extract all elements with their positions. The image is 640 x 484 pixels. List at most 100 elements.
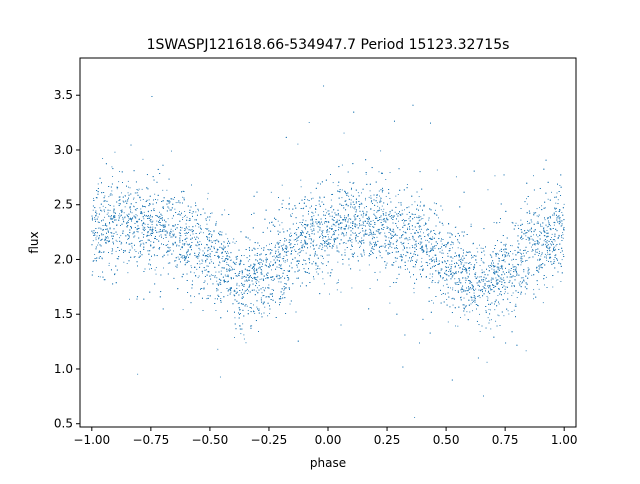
data-point	[379, 271, 381, 273]
data-point	[357, 192, 359, 194]
data-point	[220, 298, 222, 299]
data-point	[171, 150, 172, 152]
data-point	[168, 240, 170, 242]
data-point	[503, 293, 505, 295]
data-point	[94, 217, 96, 219]
data-point	[167, 244, 169, 246]
data-point	[196, 268, 198, 270]
data-point	[547, 235, 549, 237]
data-point	[421, 261, 423, 263]
data-point	[175, 202, 177, 204]
data-point	[403, 224, 405, 226]
data-point	[119, 171, 121, 172]
data-point	[393, 229, 395, 231]
data-point	[124, 194, 126, 196]
data-point	[270, 191, 272, 193]
data-point	[552, 239, 554, 241]
data-point	[127, 180, 129, 182]
data-point	[528, 273, 529, 275]
data-point	[331, 218, 333, 220]
data-point	[95, 237, 97, 239]
data-point	[345, 234, 347, 236]
data-point	[210, 274, 212, 276]
data-point	[391, 246, 393, 248]
data-point	[195, 225, 197, 227]
data-point	[388, 214, 389, 216]
data-point	[351, 287, 353, 289]
data-point	[359, 220, 361, 222]
data-point	[173, 233, 175, 235]
data-point	[407, 243, 409, 244]
data-point	[229, 259, 231, 261]
data-point	[210, 245, 212, 247]
data-point	[353, 182, 355, 184]
data-point	[493, 222, 495, 223]
data-point	[99, 227, 101, 229]
data-point	[256, 306, 258, 308]
data-point	[332, 182, 334, 184]
data-point	[557, 199, 559, 201]
data-point	[213, 231, 215, 233]
data-point	[411, 256, 413, 258]
data-point	[520, 258, 522, 260]
data-point	[378, 171, 380, 173]
data-point	[305, 220, 307, 222]
data-point	[302, 245, 304, 247]
data-point	[518, 247, 519, 249]
data-point	[268, 249, 270, 251]
data-point	[246, 305, 248, 307]
data-point	[96, 235, 98, 237]
data-point	[353, 223, 355, 225]
data-point	[261, 247, 262, 249]
data-point	[497, 283, 499, 285]
data-point	[297, 243, 298, 245]
data-point	[281, 258, 283, 260]
data-point	[321, 223, 323, 225]
data-point	[254, 276, 255, 278]
data-point	[452, 289, 454, 291]
data-point	[207, 295, 209, 296]
data-point	[192, 233, 194, 235]
data-point	[521, 255, 523, 257]
data-point	[523, 271, 525, 273]
data-point	[124, 206, 126, 208]
data-point	[540, 258, 541, 260]
data-point	[313, 215, 315, 217]
data-point	[541, 205, 543, 207]
data-point	[531, 250, 533, 252]
data-point	[365, 213, 367, 215]
data-point	[357, 242, 359, 244]
data-point	[201, 262, 203, 264]
data-point	[413, 292, 415, 294]
data-point	[108, 262, 110, 264]
data-point	[469, 311, 471, 313]
data-point	[430, 247, 432, 249]
data-point	[162, 231, 164, 232]
data-point	[108, 240, 110, 242]
data-point	[129, 219, 131, 220]
data-point	[210, 240, 212, 242]
data-point	[198, 275, 200, 277]
data-point	[101, 233, 103, 235]
data-point	[251, 325, 253, 327]
data-point	[553, 261, 555, 263]
data-point	[197, 242, 199, 244]
data-point	[162, 206, 163, 208]
data-point	[326, 212, 328, 214]
data-point	[301, 224, 302, 226]
data-point	[555, 202, 557, 204]
data-point	[186, 228, 188, 230]
data-point	[326, 226, 328, 228]
data-point	[539, 207, 540, 209]
data-point	[480, 259, 482, 261]
data-point	[151, 224, 153, 225]
data-point	[228, 255, 230, 257]
data-point	[182, 196, 184, 198]
data-point	[330, 243, 332, 244]
data-point	[189, 253, 191, 255]
data-point	[363, 225, 365, 226]
data-point	[515, 266, 517, 268]
data-point	[452, 243, 454, 245]
data-point	[278, 267, 280, 268]
data-point	[248, 274, 250, 276]
